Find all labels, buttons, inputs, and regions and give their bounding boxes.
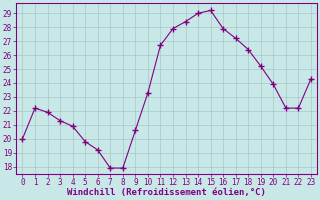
X-axis label: Windchill (Refroidissement éolien,°C): Windchill (Refroidissement éolien,°C)	[67, 188, 266, 197]
